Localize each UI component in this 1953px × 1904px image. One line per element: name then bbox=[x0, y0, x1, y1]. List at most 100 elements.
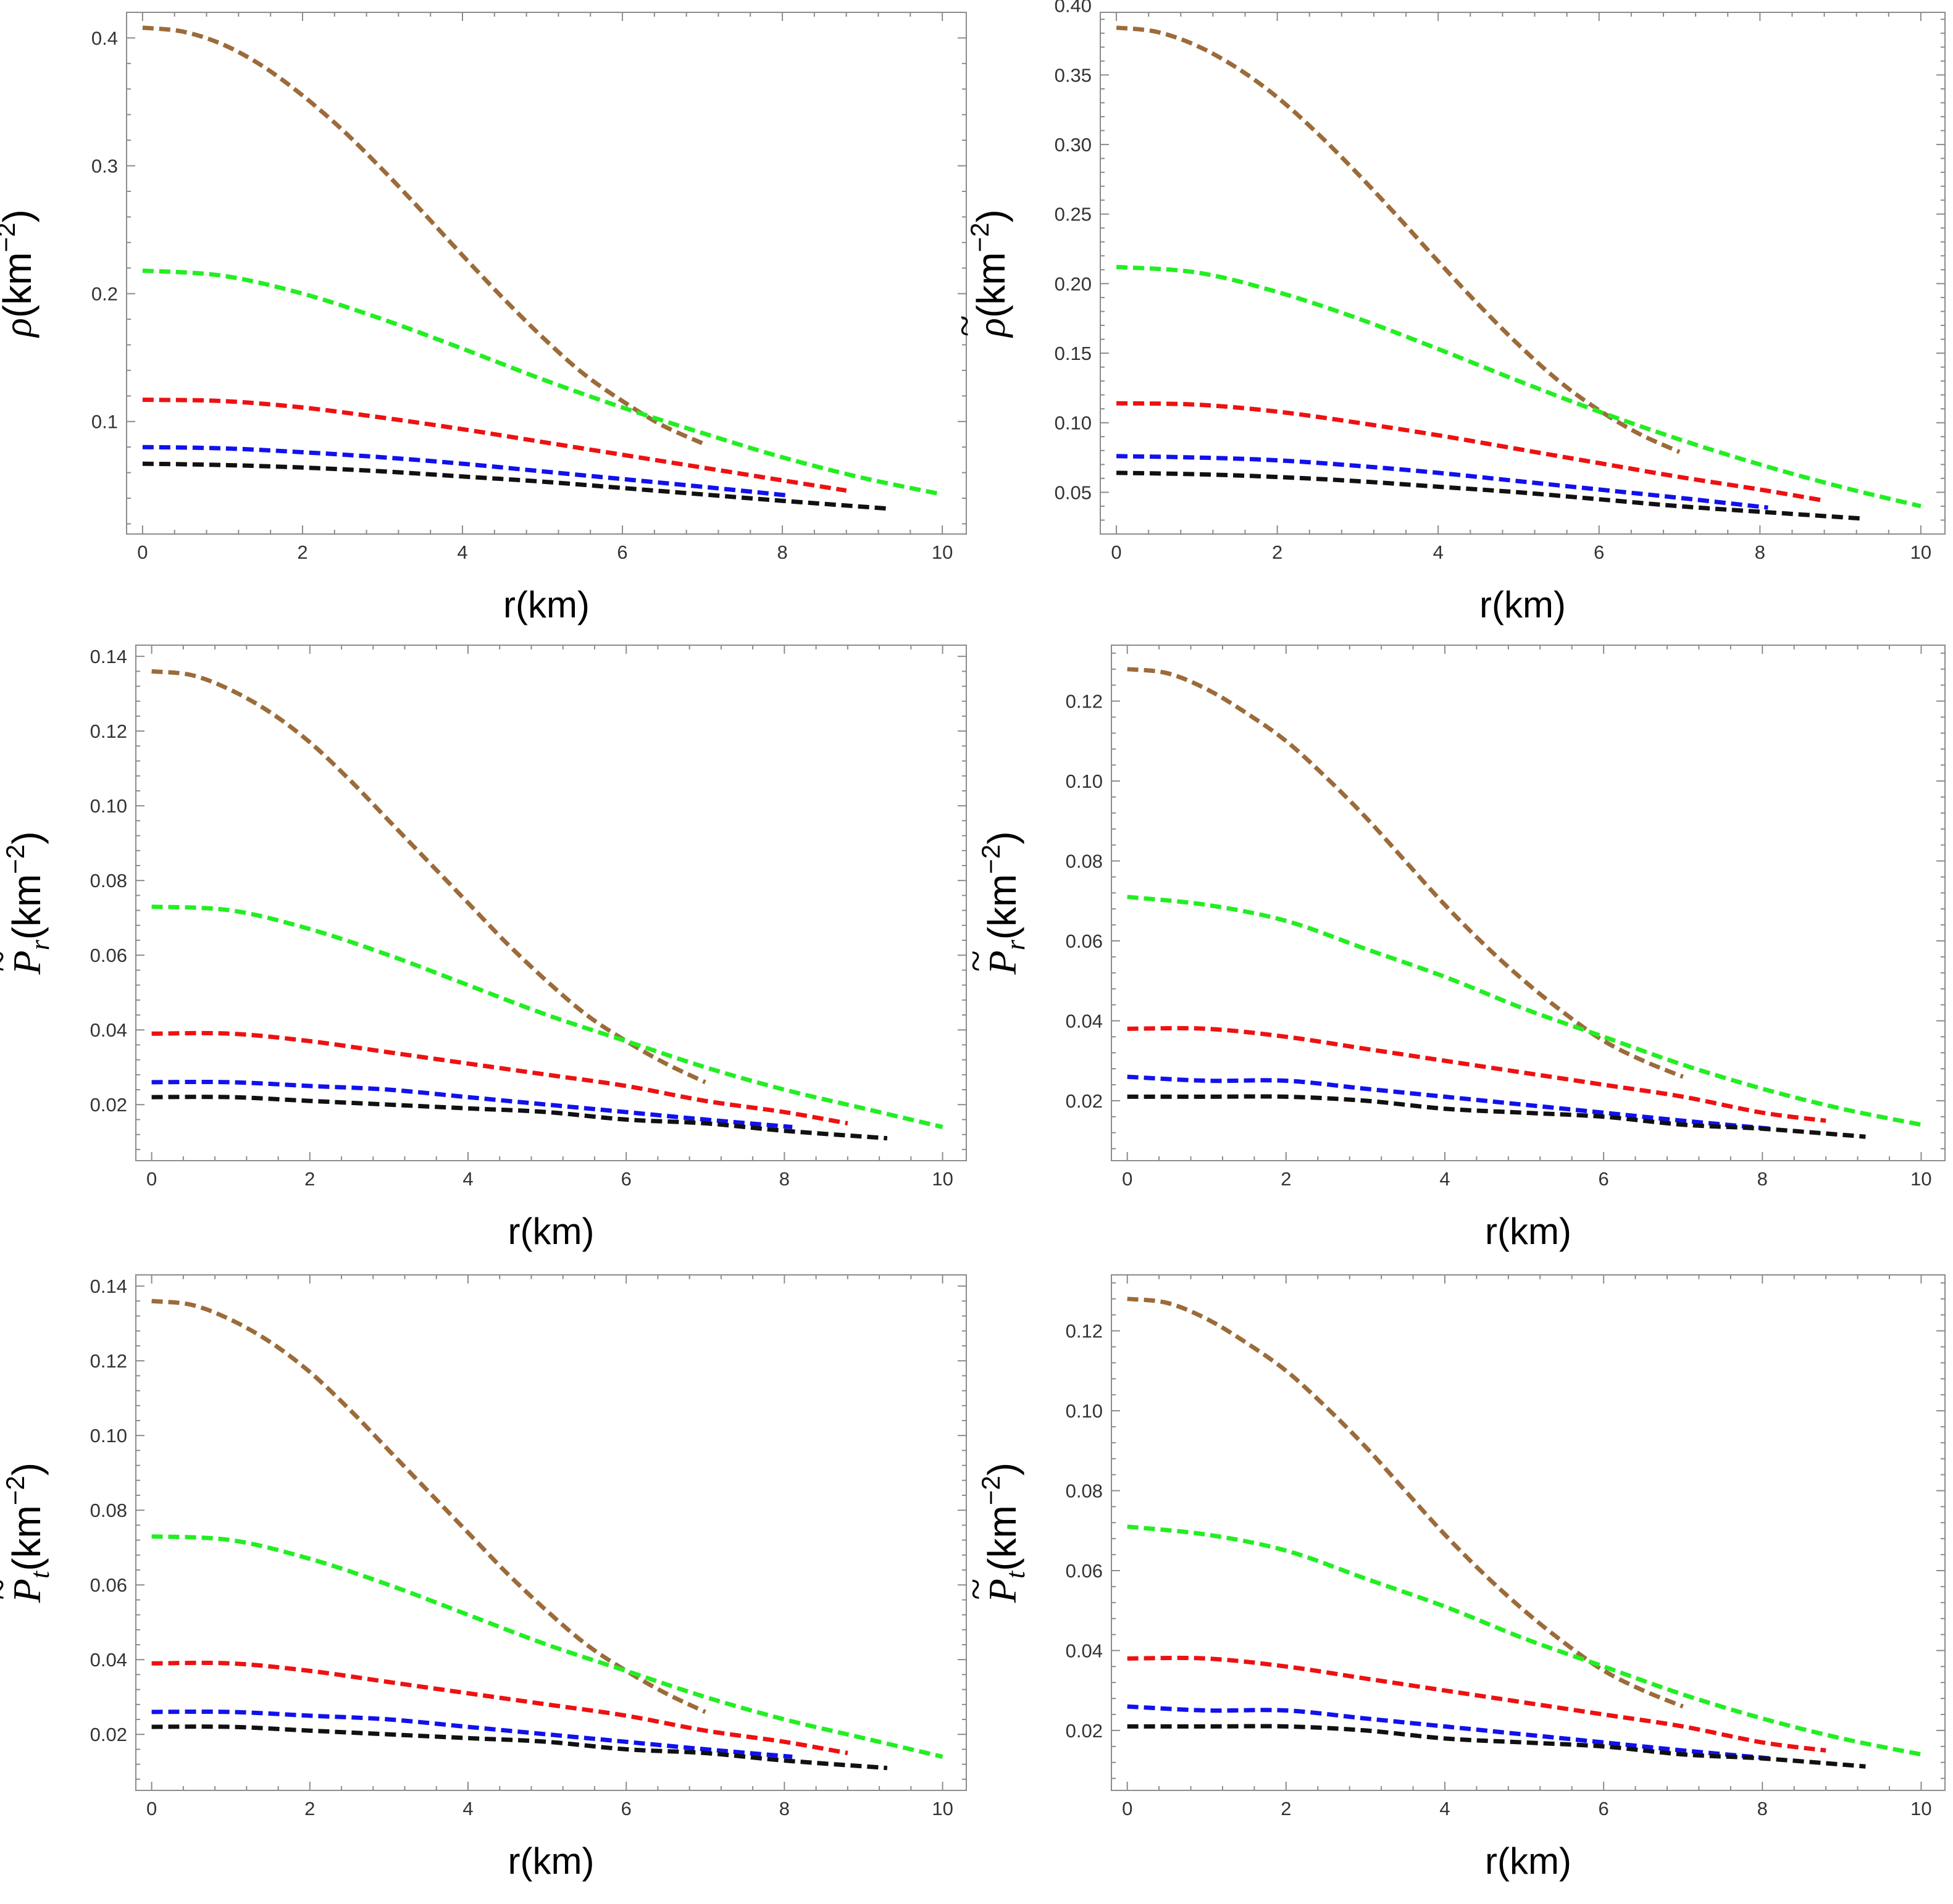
y-axis-subscript: r bbox=[25, 939, 55, 950]
x-tick-label: 4 bbox=[1439, 1798, 1450, 1819]
y-tick-label: 0.2 bbox=[91, 283, 118, 305]
x-tick-label: 8 bbox=[779, 1168, 790, 1190]
x-tick-label: 4 bbox=[462, 1798, 473, 1819]
y-tick-label: 0.14 bbox=[90, 1276, 127, 1297]
x-axis-label: r(km) bbox=[1485, 1211, 1571, 1252]
y-tick-label: 0.4 bbox=[91, 27, 118, 49]
y-axis-close: ) bbox=[980, 831, 1024, 844]
x-tick-label: 4 bbox=[1439, 1168, 1450, 1190]
y-axis-tilde: ~ bbox=[0, 1579, 22, 1600]
y-axis-tilde: ~ bbox=[953, 950, 997, 972]
y-tick-label: 0.40 bbox=[1055, 0, 1092, 17]
y-tick-label: 0.12 bbox=[1066, 691, 1103, 712]
series-line-black bbox=[151, 1724, 888, 1771]
series-line-green bbox=[151, 904, 943, 1129]
panel-pr-left: 0 2 4 6 8 10 0.02 0.04 0.06 0.08 0.10 0.12 0.14 r(km)… bbox=[0, 645, 967, 1252]
y-axis-subscript: t bbox=[25, 1570, 55, 1579]
x-tick-label: 2 bbox=[1281, 1168, 1291, 1190]
x-tick-label: 10 bbox=[932, 1168, 953, 1190]
y-axis-exponent: −2 bbox=[976, 845, 1005, 874]
x-tick-label: 2 bbox=[1272, 541, 1282, 563]
series-line-red bbox=[151, 1030, 848, 1125]
panel-rho-right: 0 2 4 6 8 10 0.05 0.10 0.15 0.20 0.25 0.30 0.35 0.40 r… bbox=[942, 0, 1946, 625]
y-tick-label: 0.02 bbox=[1066, 1090, 1103, 1112]
series-line-green bbox=[1116, 264, 1922, 509]
y-tick-label: 0.02 bbox=[90, 1094, 127, 1116]
y-tick-label: 0.04 bbox=[1066, 1640, 1103, 1661]
y-tick-label: 0.04 bbox=[1066, 1010, 1103, 1032]
plot-frame bbox=[126, 12, 967, 535]
series-line-brown bbox=[151, 669, 706, 1085]
y-tick-label: 0.10 bbox=[1055, 412, 1092, 434]
series-line-red bbox=[1127, 1025, 1826, 1123]
x-tick-label: 0 bbox=[146, 1798, 157, 1819]
y-tick-label: 0.08 bbox=[1066, 851, 1103, 872]
x-axis-label: r(km) bbox=[508, 1211, 595, 1252]
y-axis-close: ) bbox=[969, 209, 1013, 222]
x-tick-label: 4 bbox=[1433, 541, 1444, 563]
plot-frame bbox=[1100, 12, 1946, 535]
x-tick-label: 6 bbox=[621, 1798, 632, 1819]
y-tick-label: 0.20 bbox=[1055, 273, 1092, 294]
x-tick-label: 10 bbox=[1910, 541, 1931, 563]
y-axis-symbol: ρ bbox=[0, 318, 40, 338]
series-line-black bbox=[1127, 1094, 1866, 1139]
series-line-brown bbox=[151, 1298, 706, 1714]
x-tick-label: 0 bbox=[146, 1168, 157, 1190]
x-tick-label: 6 bbox=[621, 1168, 632, 1190]
y-tick-label: 0.12 bbox=[90, 720, 127, 742]
y-tick-label: 0.10 bbox=[1066, 770, 1103, 792]
y-tick-label: 0.04 bbox=[90, 1649, 127, 1671]
plot-frame bbox=[135, 645, 967, 1161]
y-axis-exponent: −2 bbox=[965, 223, 994, 253]
y-axis-symbol: ρ bbox=[969, 318, 1013, 338]
x-tick-label: 4 bbox=[462, 1168, 473, 1190]
plot-frame bbox=[1111, 1274, 1946, 1791]
series-line-red bbox=[1116, 401, 1825, 503]
y-tick-label: 0.06 bbox=[90, 1574, 127, 1596]
y-tick-label: 0.10 bbox=[90, 1425, 127, 1447]
x-tick-label: 8 bbox=[1757, 1168, 1768, 1190]
series-line-brown bbox=[142, 25, 704, 446]
series-line-red bbox=[142, 398, 847, 493]
series-line-black bbox=[151, 1095, 888, 1141]
y-tick-label: 0.12 bbox=[90, 1350, 127, 1372]
y-axis-close: ) bbox=[980, 1463, 1024, 1476]
series-line-black bbox=[1116, 470, 1865, 521]
x-tick-label: 8 bbox=[1755, 541, 1765, 563]
y-tick-label: 0.10 bbox=[90, 795, 127, 817]
y-tick-label: 0.14 bbox=[90, 646, 127, 667]
series-line-green bbox=[1127, 895, 1922, 1127]
y-axis-subscript: r bbox=[1000, 939, 1031, 950]
series-line-green bbox=[1127, 1524, 1922, 1757]
x-axis-label: r(km) bbox=[1485, 1840, 1571, 1882]
x-tick-label: 2 bbox=[304, 1798, 315, 1819]
x-tick-label: 8 bbox=[777, 541, 787, 563]
y-axis-label: ρ(km−2) bbox=[965, 209, 1013, 338]
y-axis-unit: (km bbox=[0, 252, 40, 318]
y-tick-label: 0.06 bbox=[1066, 1560, 1103, 1582]
x-axis-label: r(km) bbox=[508, 1840, 595, 1882]
x-tick-label: 0 bbox=[1122, 1798, 1132, 1819]
y-axis-unit: (km bbox=[969, 252, 1013, 318]
series-line-brown bbox=[1127, 1296, 1684, 1709]
x-tick-label: 0 bbox=[1111, 541, 1121, 563]
y-axis-close: ) bbox=[4, 1463, 49, 1476]
y-axis-label: Pt(km−2) bbox=[976, 1463, 1031, 1603]
series-line-blue bbox=[142, 445, 791, 498]
series-line-red bbox=[1127, 1655, 1826, 1753]
y-axis-label: ρ(km−2) bbox=[0, 209, 40, 338]
y-axis-unit: (km bbox=[4, 874, 49, 940]
x-axis-label: r(km) bbox=[1479, 584, 1566, 625]
x-tick-label: 2 bbox=[304, 1168, 315, 1190]
y-tick-label: 0.08 bbox=[90, 1500, 127, 1521]
y-tick-label: 0.05 bbox=[1055, 482, 1092, 503]
y-axis-symbol: P bbox=[5, 950, 49, 975]
series-line-blue bbox=[151, 1709, 793, 1759]
y-tick-label: 0.10 bbox=[1066, 1400, 1103, 1422]
x-tick-label: 10 bbox=[1910, 1168, 1931, 1190]
panel-pt-left: 0 2 4 6 8 10 0.02 0.04 0.06 0.08 0.10 0.12 0.14 r(km)… bbox=[0, 1274, 967, 1882]
y-axis-exponent: −2 bbox=[0, 223, 20, 253]
y-axis-subscript: t bbox=[1000, 1570, 1031, 1579]
y-tick-label: 0.35 bbox=[1055, 64, 1092, 86]
